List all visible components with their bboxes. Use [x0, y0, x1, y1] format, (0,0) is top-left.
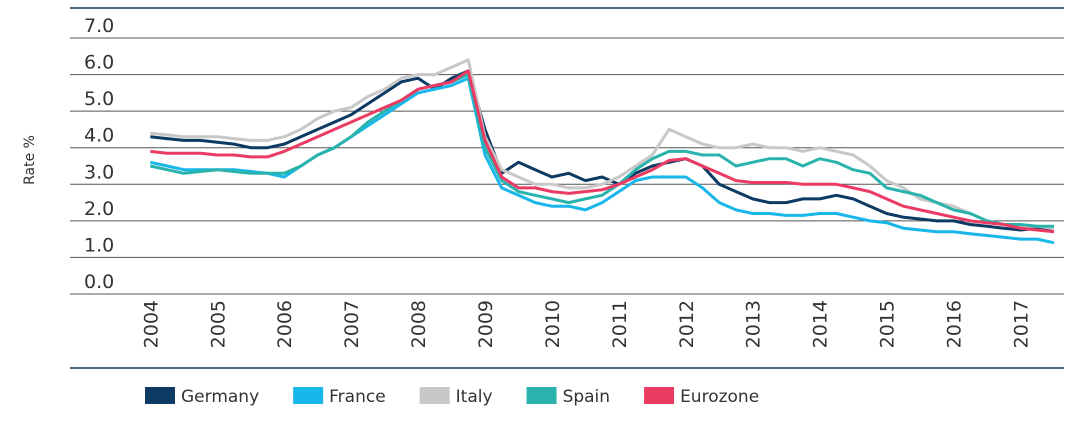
y-tick-label: 5.0 — [84, 88, 114, 110]
legend-swatch — [145, 387, 175, 404]
x-tick-label: 2005 — [207, 300, 229, 348]
y-axis-label: Rate % — [22, 135, 38, 185]
legend-swatch — [644, 387, 675, 404]
x-tick-label: 2009 — [475, 300, 497, 348]
x-tick-label: 2013 — [743, 300, 765, 348]
legend-label: France — [329, 387, 386, 407]
x-tick-label: 2017 — [1010, 300, 1032, 348]
legend-label: Spain — [563, 387, 611, 407]
y-tick-label: 2.0 — [84, 198, 114, 220]
legend-label: Italy — [456, 387, 493, 407]
legend-swatch — [526, 387, 557, 404]
legend-swatch — [419, 387, 450, 404]
series-line — [150, 69, 1055, 234]
y-tick-label: 4.0 — [84, 125, 114, 147]
x-tick-label: 2011 — [609, 300, 631, 348]
series-line — [150, 69, 1055, 234]
x-tick-label: 2006 — [274, 300, 296, 348]
x-tick-label: 2015 — [877, 300, 899, 348]
x-tick-label: 2007 — [341, 300, 363, 348]
y-tick-label: 0.0 — [84, 271, 114, 293]
y-tick-label: 7.0 — [84, 15, 114, 37]
x-tick-label: 2016 — [944, 300, 966, 348]
legend-swatch — [293, 387, 324, 404]
x-tick-label: 2012 — [676, 300, 698, 348]
x-tick-label: 2010 — [542, 300, 564, 348]
y-tick-label: 6.0 — [84, 52, 114, 74]
legend-label: Eurozone — [680, 387, 759, 407]
y-tick-label: 1.0 — [84, 234, 114, 256]
x-tick-label: 2014 — [810, 300, 832, 348]
x-tick-label: 2008 — [408, 300, 430, 348]
series-line — [149, 73, 1054, 228]
series-line — [150, 58, 1055, 230]
legend-label: Germany — [181, 387, 259, 407]
y-tick-label: 3.0 — [84, 161, 114, 183]
x-tick-label: 2004 — [140, 300, 162, 348]
